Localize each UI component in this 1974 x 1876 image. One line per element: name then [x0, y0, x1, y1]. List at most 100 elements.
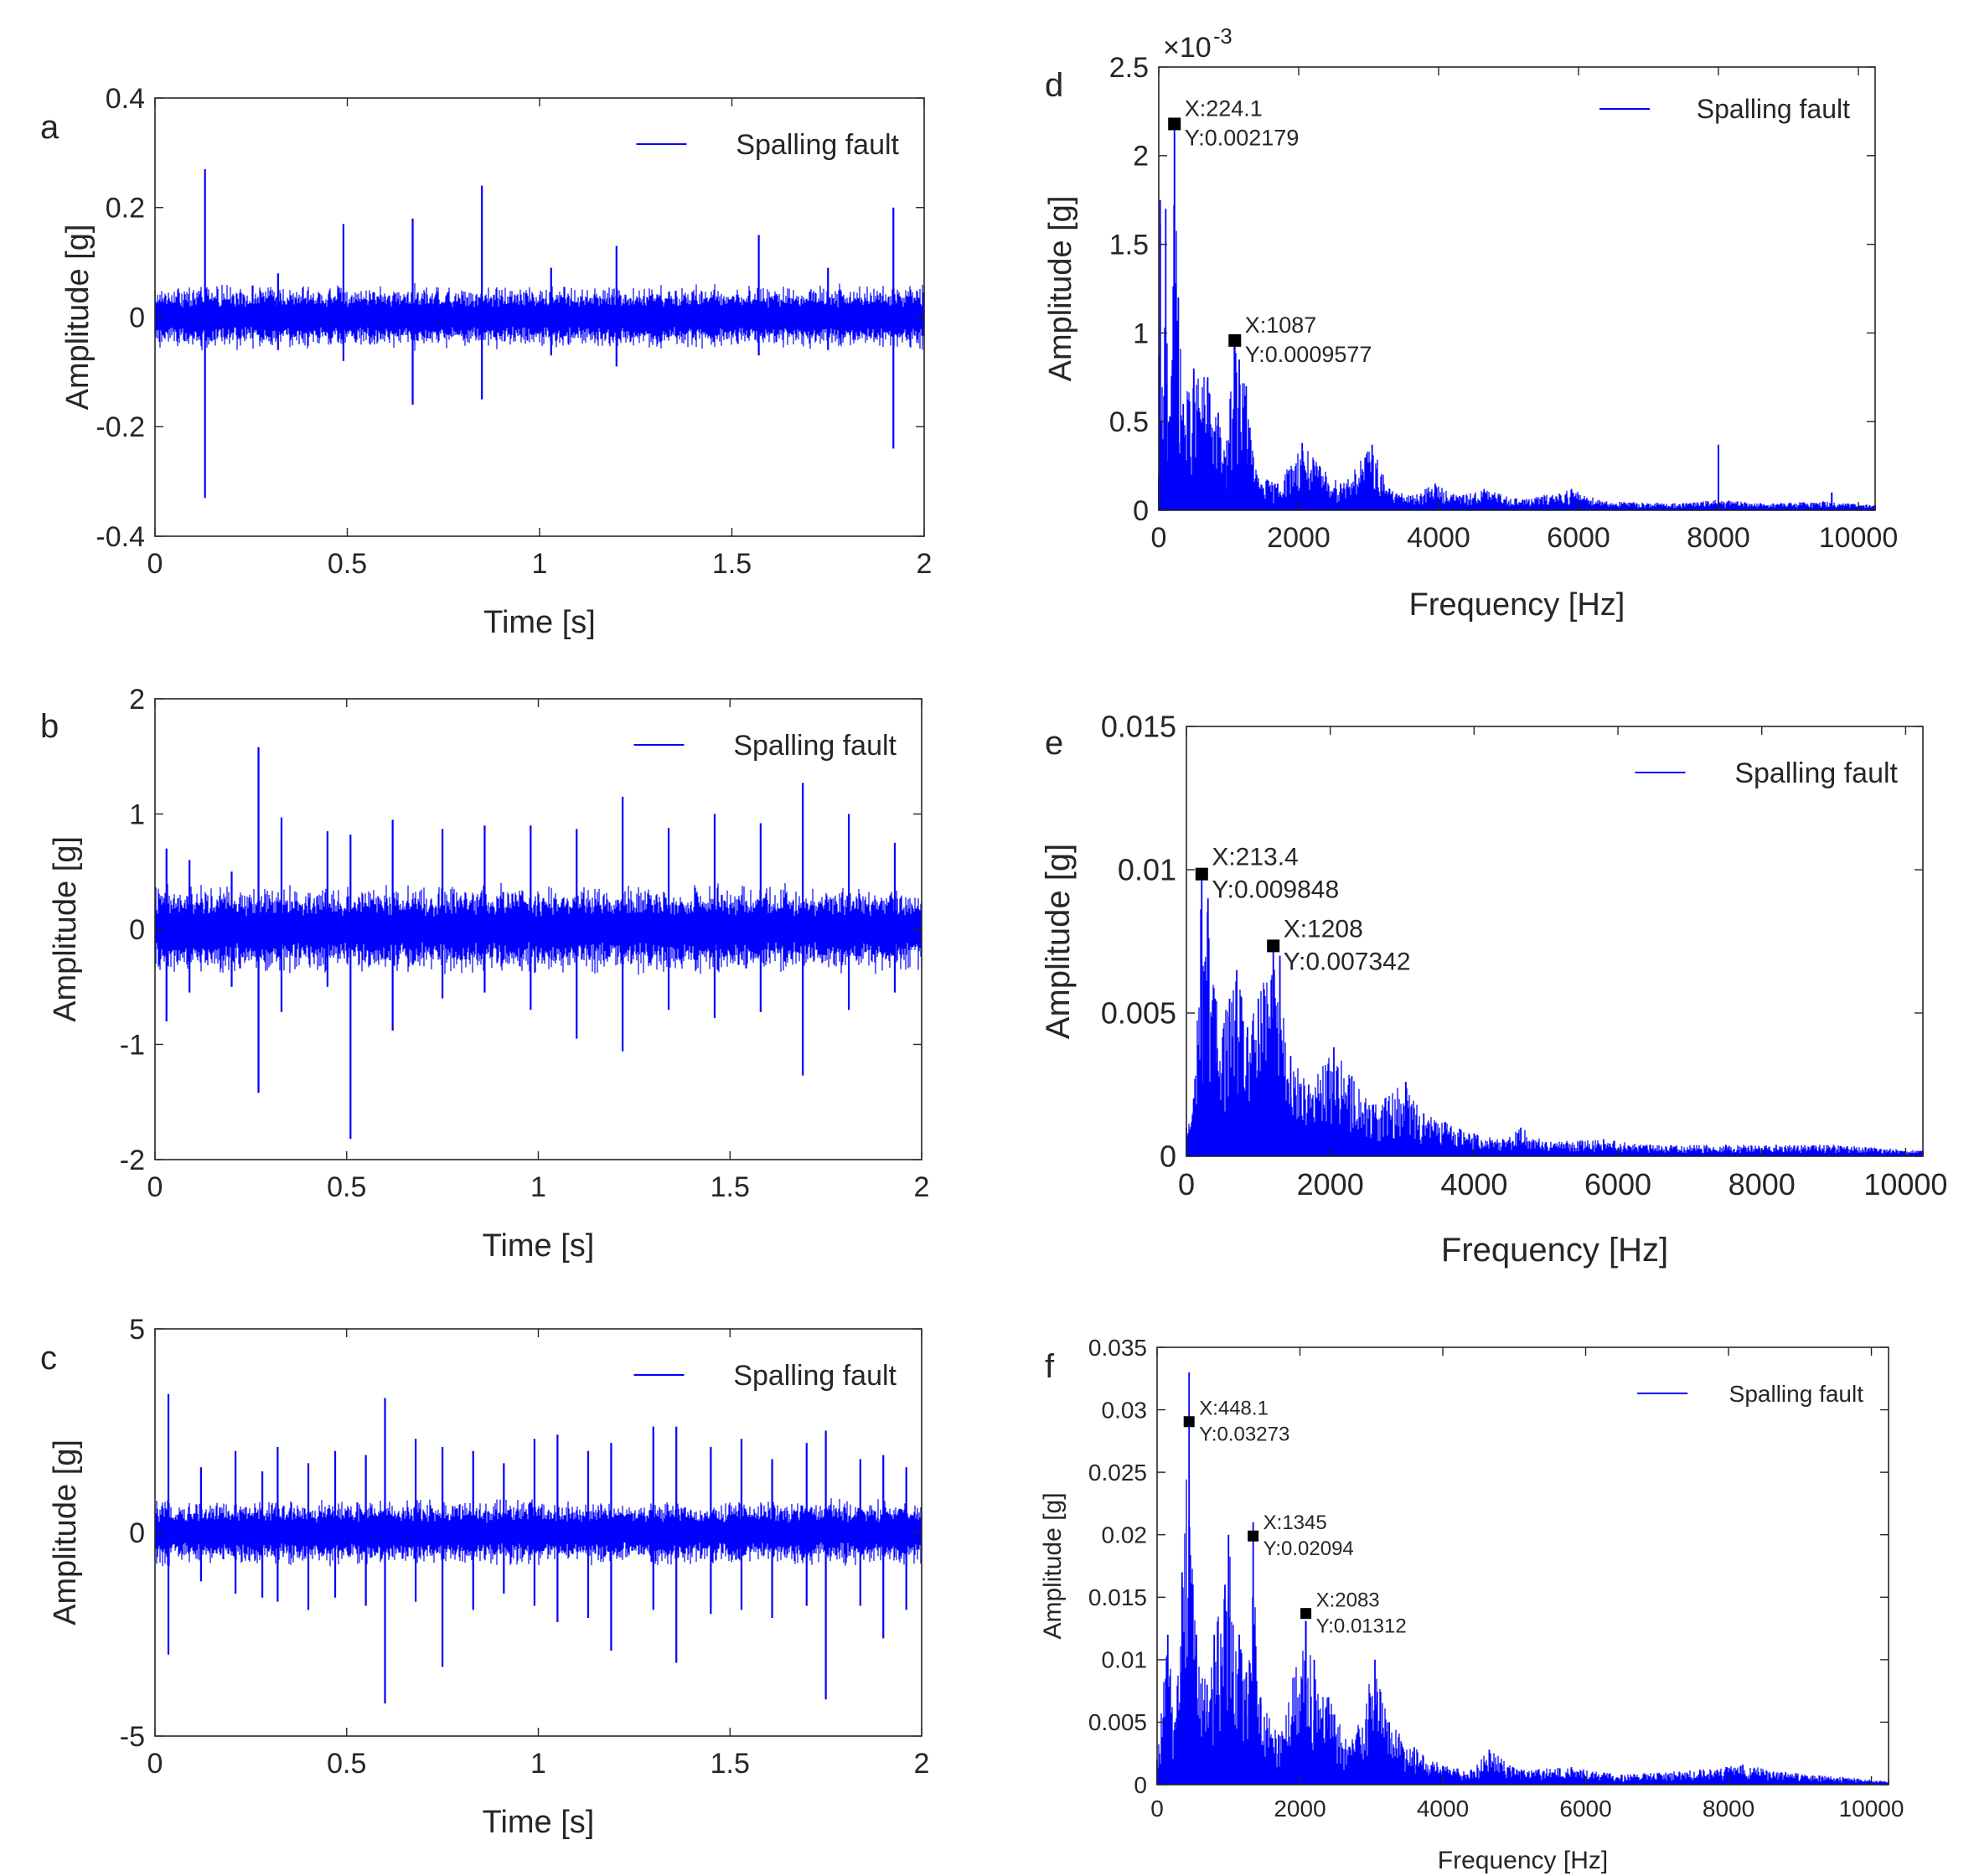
panel-label: a [40, 109, 59, 146]
x-axis-label: Time [s] [483, 1228, 595, 1264]
legend: Spalling fault [1635, 757, 1899, 789]
y-tick-label: 1 [129, 798, 145, 830]
y-tick-label: 0.4 [106, 83, 145, 115]
chart-panel-b: 0 0.5 1 1.5 2 -2 -1 0 1 2 Time [s] Amplitude [g] b Sp… [40, 684, 929, 1264]
x-tick-label: 0.5 [328, 548, 367, 580]
signal-series [154, 168, 925, 499]
y-axis-label: Amplitude [g] [1043, 196, 1078, 382]
datatip-x-label: X:1208 [1284, 915, 1363, 943]
x-tick-label: 4000 [1417, 1796, 1469, 1822]
legend-label: Spalling fault [733, 1360, 897, 1392]
datatip-y-label: Y:0.02094 [1263, 1537, 1354, 1560]
signal-series [154, 1393, 922, 1704]
x-tick-label: 4000 [1407, 522, 1470, 554]
axes-box [1156, 1346, 1889, 1786]
x-tick-label: 2 [914, 1748, 930, 1780]
x-tick-label: 8000 [1729, 1167, 1796, 1202]
datatip-y-label: Y:0.03273 [1199, 1424, 1289, 1446]
y-exponent-power: -3 [1213, 25, 1232, 49]
signal-series [154, 747, 922, 1140]
x-axis-label: Frequency [Hz] [1409, 587, 1625, 623]
datatip-marker [1228, 333, 1242, 347]
signal-noise-band [154, 283, 925, 351]
y-tick-label: 0.02 [1102, 1522, 1148, 1548]
x-tick-label: 2 [914, 1171, 930, 1203]
datatip-marker [1300, 1608, 1312, 1620]
panel-label: c [40, 1340, 57, 1377]
y-tick-label: 0.015 [1101, 710, 1176, 744]
y-tick-label: 0.035 [1088, 1335, 1147, 1361]
chart-panel-d: 0 2000 4000 6000 8000 10000 0 0.5 1 1.5 2 2.5 ×10 -3 F… [1043, 25, 1898, 623]
y-tick-label: -1 [120, 1029, 145, 1061]
y-tick-label: 0 [129, 1517, 145, 1549]
x-tick-label: 8000 [1703, 1796, 1754, 1822]
y-tick-label: 2 [129, 684, 145, 716]
y-tick-label: 0.025 [1088, 1460, 1147, 1486]
x-tick-label: 2000 [1274, 1796, 1325, 1822]
y-axis-label: Amplitude [g] [60, 225, 96, 411]
datatip-y-label: Y:0.002179 [1185, 126, 1300, 151]
x-tick-label: 0 [147, 1171, 163, 1203]
x-tick-label: 2000 [1267, 522, 1331, 554]
x-axis-label: Time [s] [483, 1805, 595, 1840]
x-tick-label: 6000 [1584, 1167, 1651, 1202]
legend-label: Spalling fault [733, 730, 897, 762]
x-tick-label: 1 [532, 548, 548, 580]
y-tick-label: -5 [120, 1721, 145, 1753]
signal-series [1156, 1372, 1889, 1785]
x-tick-label: 1.5 [712, 548, 752, 580]
datatip-x-label: X:1345 [1263, 1512, 1327, 1534]
y-axis-label: Amplitude [g] [1039, 1492, 1067, 1639]
x-tick-label: 1 [530, 1748, 546, 1780]
y-tick-label: 2.5 [1109, 52, 1149, 84]
x-axis-label: Time [s] [483, 605, 596, 640]
y-tick-label: -2 [120, 1145, 145, 1176]
x-tick-label: 6000 [1559, 1796, 1611, 1822]
x-tick-label: 10000 [1839, 1796, 1904, 1822]
x-tick-label: 8000 [1687, 522, 1750, 554]
x-tick-label: 0 [147, 1748, 163, 1780]
x-tick-label: 6000 [1547, 522, 1610, 554]
datatip-marker [1248, 1530, 1259, 1542]
y-tick-label: 0.005 [1088, 1709, 1147, 1735]
y-exponent-label: ×10 [1163, 32, 1212, 64]
y-tick-label: 5 [129, 1314, 145, 1346]
x-axis-label: Frequency [Hz] [1438, 1847, 1608, 1874]
x-tick-label: 2 [917, 548, 933, 580]
y-tick-label: 0 [1160, 1140, 1176, 1174]
datatip-marker [1195, 867, 1208, 881]
x-axis-label: Frequency [Hz] [1441, 1232, 1668, 1269]
y-tick-label: 2 [1133, 141, 1149, 173]
axes-box [1186, 726, 1924, 1157]
chart-panel-f: 0 2000 4000 6000 8000 10000 0 0.005 0.01 0.015 0.0… [1039, 1335, 1904, 1874]
legend: Spalling fault [1637, 1381, 1863, 1407]
signal-noise-band [154, 882, 922, 975]
legend-label: Spalling fault [736, 129, 899, 161]
legend-label: Spalling fault [1729, 1381, 1864, 1407]
datatip-marker [1168, 117, 1181, 131]
x-tick-label: 10000 [1863, 1167, 1947, 1202]
x-tick-label: 0 [147, 548, 163, 580]
legend: Spalling fault [636, 129, 900, 161]
x-tick-label: 0.5 [327, 1748, 366, 1780]
datatip-marker [1183, 1416, 1195, 1428]
y-tick-label: 0.03 [1102, 1397, 1148, 1423]
chart-panel-a: 0 0.5 1 1.5 2 -0.4 -0.2 0 0.2 0.4 Time [s] Amplitud… [40, 83, 932, 640]
datatip-marker [1267, 939, 1280, 953]
x-tick-label: 0 [1178, 1167, 1195, 1202]
datatip-y-label: Y:0.0009577 [1245, 342, 1372, 367]
x-tick-label: 10000 [1819, 522, 1899, 554]
y-tick-label: 0 [129, 914, 145, 946]
legend: Spalling fault [633, 1360, 897, 1392]
panel-label: b [40, 708, 59, 745]
axes-box [1158, 66, 1876, 511]
x-tick-label: 1.5 [711, 1171, 750, 1203]
y-tick-label: 0.5 [1109, 406, 1149, 438]
x-tick-label: 2000 [1297, 1167, 1364, 1202]
y-tick-label: 0.2 [106, 193, 145, 225]
datatip-x-label: X:1087 [1245, 313, 1317, 338]
datatip-y-label: Y:0.009848 [1212, 876, 1339, 904]
x-tick-label: 0.5 [327, 1171, 366, 1203]
